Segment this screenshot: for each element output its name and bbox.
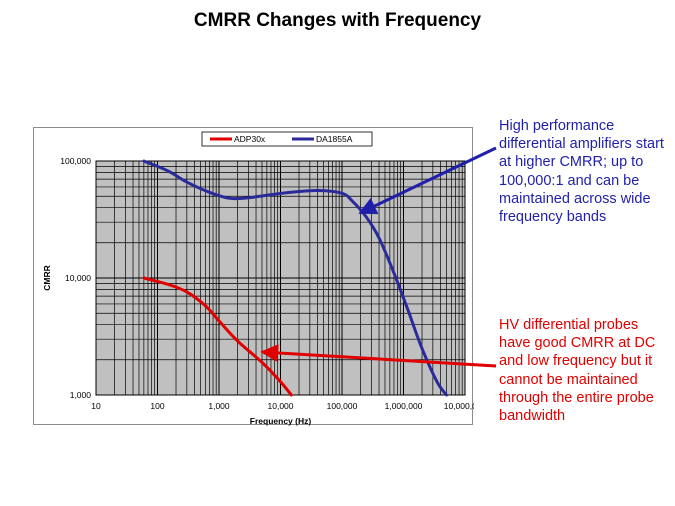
x-tick-label: 100 bbox=[150, 401, 164, 411]
series-line-adp30x bbox=[142, 276, 293, 397]
x-tick-label: 10,000,000 bbox=[444, 401, 474, 411]
legend-box bbox=[201, 131, 373, 147]
x-tick-label: 10 bbox=[91, 401, 101, 411]
legend-label-adp30x: ADP30x bbox=[234, 134, 266, 144]
chart-frame: 10 100 1,000 10,000 100,000 1,000,000 10,000,0… bbox=[33, 127, 474, 426]
y-tick-label: 1,000 bbox=[70, 390, 92, 400]
cmrr-chart: 10 100 1,000 10,000 100,000 1,000,000 10,000,0… bbox=[42, 131, 474, 426]
slide-title: CMRR Changes with Frequency bbox=[193, 10, 482, 31]
y-axis-title: CMRR bbox=[42, 265, 52, 291]
callout-blue-text: High performance differential amplifiers… bbox=[499, 118, 664, 226]
x-tick-label: 100,000 bbox=[327, 401, 358, 411]
x-axis-title: Frequency (Hz) bbox=[250, 416, 312, 426]
x-tick-label: 1,000,000 bbox=[385, 401, 423, 411]
y-tick-label: 10,000 bbox=[65, 273, 91, 283]
x-tick-label: 10,000 bbox=[268, 401, 294, 411]
series-line-da1855a bbox=[142, 159, 448, 397]
y-tick-label: 100,000 bbox=[60, 156, 91, 166]
legend-label-da1855a: DA1855A bbox=[316, 134, 353, 144]
x-tick-label: 1,000 bbox=[208, 401, 230, 411]
callout-red-text: HV differential probes have good CMRR at… bbox=[499, 317, 656, 425]
